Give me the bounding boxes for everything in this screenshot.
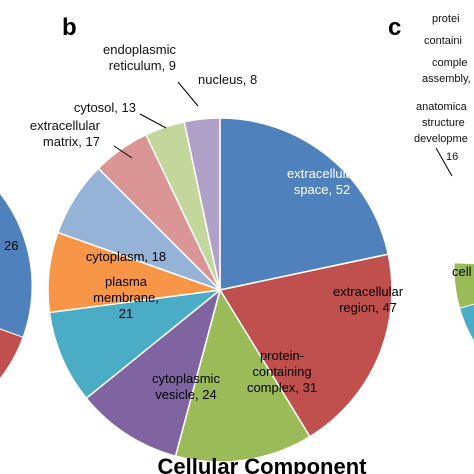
slice-label: cytoplasm, 18 bbox=[86, 249, 166, 264]
left-pie-fragment: 26 bbox=[0, 192, 33, 380]
right-fragment-label: assembly, bbox=[422, 73, 471, 85]
leader-line bbox=[139, 113, 167, 129]
right-fragment-label: structure bbox=[422, 117, 465, 129]
right-pie-slice bbox=[453, 262, 474, 309]
chart-title: Cellular Component bbox=[157, 454, 367, 474]
pie-slice bbox=[183, 117, 221, 291]
right-fragment-label: protei bbox=[432, 13, 460, 25]
pie-slice bbox=[219, 117, 390, 291]
pie-labels: extracellular space, 52 extracellular regio… bbox=[30, 42, 404, 402]
leader-line bbox=[113, 145, 133, 159]
pie-slice bbox=[85, 287, 222, 458]
right-fragment-label: anatomica bbox=[416, 101, 468, 113]
right-leader-line bbox=[435, 147, 453, 177]
slice-label: extracellular space, 52 bbox=[287, 166, 358, 197]
cellular-component-pie bbox=[47, 117, 393, 463]
pie-slice bbox=[218, 253, 393, 438]
panel-letter-b: b bbox=[62, 14, 77, 41]
slice-label: endoplasmic reticulum, 9 bbox=[103, 42, 176, 73]
right-fragment-label: developme bbox=[414, 133, 468, 145]
left-fragment-value: 26 bbox=[4, 238, 18, 253]
slice-label: plasma membrane, 21 bbox=[93, 274, 159, 321]
leader-line bbox=[177, 81, 199, 107]
slice-label: nucleus, 8 bbox=[198, 72, 257, 87]
pie-slice bbox=[48, 288, 223, 400]
slice-label: cytosol, 13 bbox=[74, 100, 136, 115]
left-pie-slice bbox=[0, 328, 24, 380]
slice-label: extracellular matrix, 17 bbox=[30, 118, 101, 149]
slice-label: protein-containing complex, 31 bbox=[247, 348, 317, 395]
left-pie-slice bbox=[0, 192, 33, 338]
slice-label: cytoplasmic vesicle, 24 bbox=[152, 371, 220, 402]
right-pie-fragment: protei containi comple assembly, anatomica st… bbox=[414, 13, 474, 343]
right-fragment-label: containi bbox=[424, 35, 462, 47]
slice-label: extracellular region, 47 bbox=[333, 284, 404, 315]
right-fragment-label: 16 bbox=[446, 151, 458, 163]
right-fragment-label: cell bbox=[452, 264, 472, 279]
right-fragment-label: comple bbox=[432, 57, 467, 69]
panel-letter-c: c bbox=[388, 14, 401, 41]
